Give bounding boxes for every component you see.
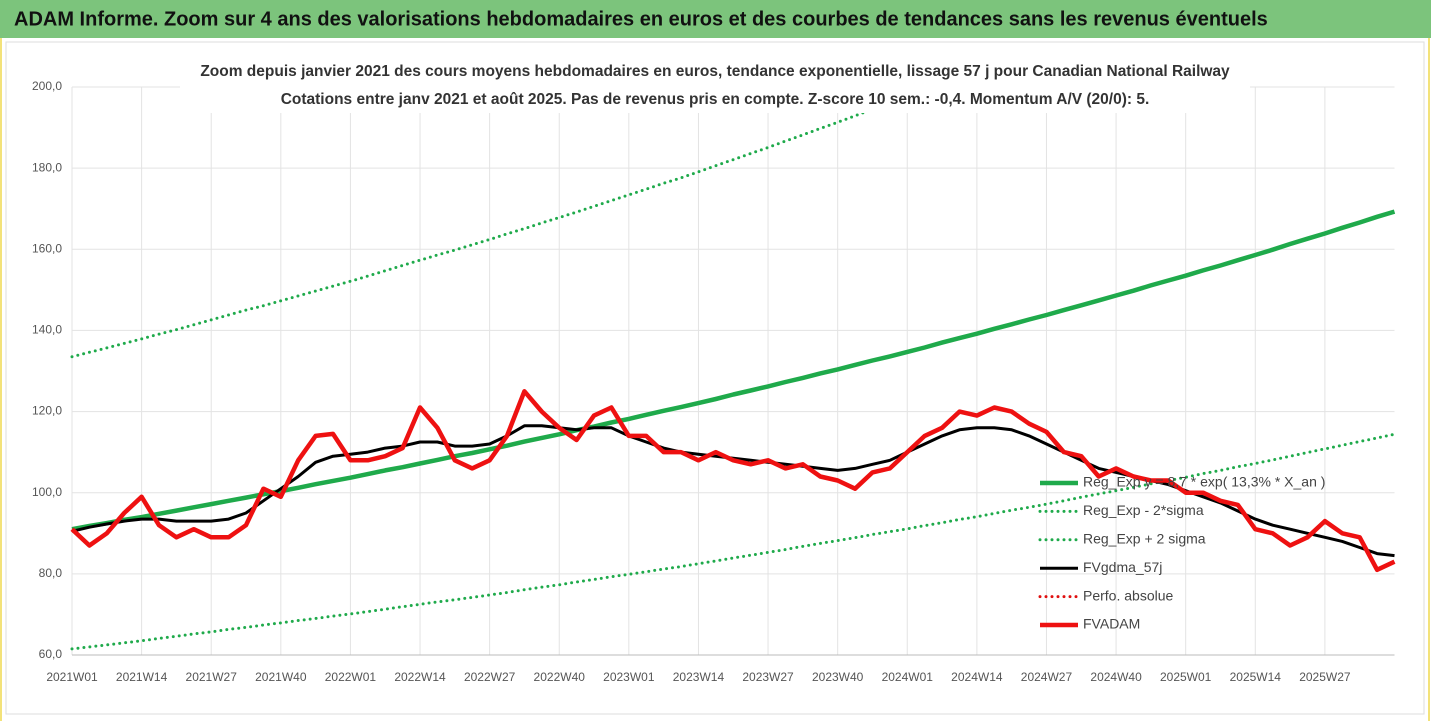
header-bar bbox=[0, 0, 1431, 38]
chart-title: Zoom depuis janvier 2021 des cours moyen… bbox=[200, 63, 1230, 80]
chart-frame bbox=[5, 41, 1425, 715]
title-box bbox=[180, 57, 1250, 113]
y-tick-label: 60,0 bbox=[39, 647, 63, 661]
x-tick-label: 2022W01 bbox=[325, 670, 377, 684]
x-tick-label: 2025W01 bbox=[1160, 670, 1212, 684]
y-tick-label: 180,0 bbox=[32, 160, 62, 174]
y-tick-label: 80,0 bbox=[39, 566, 63, 580]
legend-label: FVgdma_57j bbox=[1083, 559, 1162, 575]
x-tick-label: 2024W27 bbox=[1021, 670, 1073, 684]
legend-label: Reg_Exp + 2 sigma bbox=[1083, 531, 1206, 547]
series-line bbox=[70, 87, 937, 359]
series-line bbox=[70, 432, 1396, 651]
x-tick-label: 2024W40 bbox=[1090, 670, 1142, 684]
x-tick-label: 2021W40 bbox=[255, 670, 307, 684]
y-tick-label: 140,0 bbox=[32, 323, 62, 337]
x-tick-label: 2024W14 bbox=[951, 670, 1003, 684]
x-tick-label: 2022W40 bbox=[534, 670, 586, 684]
x-tick-label: 2023W27 bbox=[742, 670, 794, 684]
x-tick-label: 2022W27 bbox=[464, 670, 516, 684]
chart-subtitle: Cotations entre janv 2021 et août 2025. … bbox=[281, 91, 1150, 108]
header-title: ADAM Informe. Zoom sur 4 ans des valoris… bbox=[14, 8, 1268, 30]
x-tick-label: 2021W14 bbox=[116, 670, 168, 684]
x-tick-label: 2025W27 bbox=[1299, 670, 1351, 684]
y-tick-label: 160,0 bbox=[32, 241, 62, 255]
series-line bbox=[71, 209, 1396, 532]
x-tick-label: 2025W14 bbox=[1230, 670, 1282, 684]
x-tick-label: 2021W01 bbox=[46, 670, 98, 684]
legend-label: Perfo. absolue bbox=[1083, 587, 1173, 603]
y-tick-label: 120,0 bbox=[32, 404, 62, 418]
y-tick-label: 100,0 bbox=[32, 485, 62, 499]
x-tick-label: 2024W01 bbox=[882, 670, 934, 684]
y-tick-label: 200,0 bbox=[32, 79, 62, 93]
x-tick-label: 2023W01 bbox=[603, 670, 655, 684]
legend-label: Reg_Exp y = 8,7 * exp( 13,3% * X_an ) bbox=[1083, 474, 1325, 490]
legend-label: Reg_Exp - 2*sigma bbox=[1083, 502, 1204, 518]
x-tick-label: 2023W40 bbox=[812, 670, 864, 684]
x-tick-label: 2023W14 bbox=[673, 670, 725, 684]
series-line bbox=[70, 389, 1396, 573]
x-tick-label: 2022W14 bbox=[394, 670, 446, 684]
legend-label: FVADAM bbox=[1083, 616, 1140, 632]
x-tick-label: 2021W27 bbox=[186, 670, 238, 684]
